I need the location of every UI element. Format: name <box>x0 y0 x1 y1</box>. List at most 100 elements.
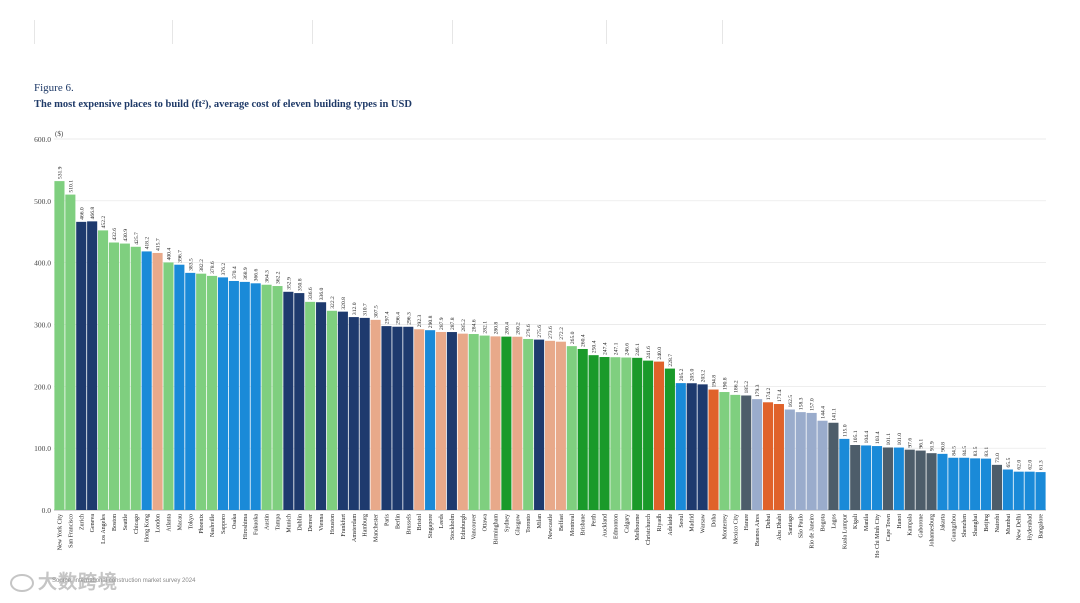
x-tick-label: Brussels <box>406 513 412 534</box>
data-label: 376.2 <box>221 263 227 276</box>
bar <box>501 336 512 510</box>
data-label: 307.5 <box>374 305 380 318</box>
data-label: 246.1 <box>635 343 641 356</box>
x-tick-label: Vancouver <box>472 514 478 540</box>
bar <box>577 348 588 510</box>
x-tick-label: Lagos <box>831 513 837 528</box>
bar <box>904 449 915 510</box>
bar <box>152 252 163 510</box>
y-tick-label: 300.0 <box>34 321 51 330</box>
data-label: 362.2 <box>275 271 281 284</box>
data-label: 141.1 <box>831 408 837 421</box>
bar <box>65 194 76 510</box>
data-label: 350.8 <box>297 278 303 291</box>
data-label: 352.9 <box>286 277 292 290</box>
bar <box>599 357 610 510</box>
bar <box>653 361 665 510</box>
y-tick-label: 400.0 <box>34 259 51 268</box>
data-label: 185.2 <box>744 381 750 394</box>
data-label: 73.0 <box>995 453 1001 463</box>
data-label: 272.2 <box>559 327 565 340</box>
bar <box>294 293 305 510</box>
bar <box>108 242 120 510</box>
data-label: 157.0 <box>810 398 816 411</box>
x-tick-label: Beijing <box>984 514 990 532</box>
data-label: 366.6 <box>254 269 260 282</box>
x-tick-label: Dublin <box>297 514 303 531</box>
bar <box>1002 469 1013 510</box>
x-tick-label: Sapporo <box>221 514 227 534</box>
x-tick-label: Edinburgh <box>461 514 467 539</box>
bar <box>948 457 959 510</box>
bar <box>675 383 686 510</box>
bar <box>882 447 893 510</box>
x-tick-label: Toronto <box>526 514 532 533</box>
bar <box>555 341 566 510</box>
bar <box>708 389 719 510</box>
data-label: 101.1 <box>886 433 892 446</box>
data-label: 368.9 <box>243 267 249 280</box>
bar <box>370 319 381 510</box>
bar <box>959 457 970 510</box>
bar <box>991 464 1002 510</box>
data-label: 336.6 <box>308 287 314 300</box>
bar <box>752 399 763 510</box>
data-label: 296.4 <box>395 312 401 325</box>
bar <box>272 286 283 510</box>
nav-divider <box>722 20 723 44</box>
bar <box>403 326 414 510</box>
data-label: 96.1 <box>919 439 925 449</box>
bar <box>828 422 839 510</box>
x-tick-label: Bristol <box>417 514 423 531</box>
bar <box>196 273 207 510</box>
x-tick-label: Hiroshima <box>243 514 249 540</box>
bar <box>1013 471 1024 510</box>
x-tick-label: Hyderabad <box>1028 514 1034 540</box>
bar <box>479 335 490 510</box>
bar <box>861 445 872 510</box>
bar <box>871 446 883 510</box>
data-label: 174.2 <box>766 387 772 400</box>
data-label: 336.0 <box>319 287 325 300</box>
x-tick-label: Ho Chi Minh City <box>875 514 881 558</box>
x-tick-label: Auckland <box>603 514 609 537</box>
data-label: 370.4 <box>232 266 238 279</box>
x-tick-label: Atlanta <box>166 514 172 532</box>
x-tick-label: Warsaw <box>701 513 707 533</box>
bar <box>348 317 359 510</box>
bar <box>588 355 599 510</box>
bar <box>784 409 795 510</box>
x-tick-label: Macau <box>177 514 183 530</box>
x-tick-label: Guangzhou <box>951 514 957 542</box>
x-tick-label: Calgary <box>624 514 630 533</box>
data-label: 228.7 <box>668 354 674 367</box>
data-label: 320.8 <box>341 297 347 310</box>
data-label: 310.7 <box>363 303 369 316</box>
bar <box>316 302 327 510</box>
x-tick-label: Mexico City <box>733 514 739 544</box>
x-tick-label: Johannesburg <box>930 514 936 547</box>
bar <box>566 346 577 510</box>
data-label: 101.0 <box>897 433 903 446</box>
bar <box>795 412 806 510</box>
bar <box>686 383 697 510</box>
bar <box>719 392 730 510</box>
data-label: 265.0 <box>570 331 576 344</box>
x-tick-label: Abu Dhabi <box>777 514 783 541</box>
bar <box>643 360 654 510</box>
y-axis-label: ($) <box>55 130 64 138</box>
x-tick-label: Tampa <box>275 514 281 531</box>
x-tick-label: Glasgow <box>515 513 521 535</box>
data-label: 297.4 <box>384 311 390 324</box>
x-tick-label: Tokyo <box>188 514 194 529</box>
bar <box>1035 472 1046 510</box>
data-label: 280.2 <box>515 322 521 335</box>
bar <box>980 458 992 510</box>
bar <box>446 332 457 510</box>
data-label: 84.5 <box>962 446 968 456</box>
data-label: 296.3 <box>406 312 412 325</box>
x-tick-label: Doha <box>712 514 718 527</box>
x-tick-label: Buenos Aires <box>755 513 761 546</box>
x-tick-label: São Paulo <box>799 514 805 538</box>
y-tick-label: 500.0 <box>34 197 51 206</box>
